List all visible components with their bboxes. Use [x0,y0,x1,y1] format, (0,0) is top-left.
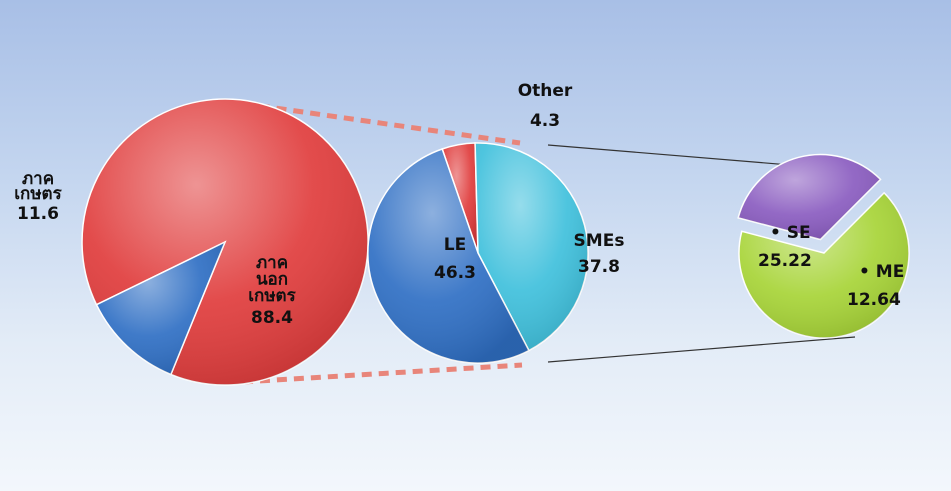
connector-dashed-bottom [225,362,523,386]
pie3-slice-se-0-shine [738,192,909,338]
data-label-le-1-2: LE 46.3 [434,235,476,283]
pie1-slice-slice-1-shine [96,242,225,375]
data-label-se-2-0: • SE 25.22 [758,223,812,271]
data-label-slice-0-1: ภาคเกษตร 11.6 [14,169,62,224]
data-label-other-1-0: Other 4.3 [518,81,573,131]
connector-dashed-top [225,98,521,146]
data-label-smes-1-1: SMEs 37.8 [574,231,625,277]
data-label-slice-0-0: ภาคนอกเกษตร 88.4 [248,253,296,328]
pie2-slice-le-2-shine [367,149,529,364]
pie3-slice-me-1-shine [738,154,881,240]
pie2-slice-smes-1-shine [475,142,589,351]
pie-slices [81,98,910,386]
data-label-me-2-1: • ME 12.64 [847,262,904,310]
data-labels: ภาคนอกเกษตร 88.4 ภาคเกษตร 11.6 Other 4.3 SMEs 3… [14,81,904,328]
connector-line-bottom [547,336,856,363]
